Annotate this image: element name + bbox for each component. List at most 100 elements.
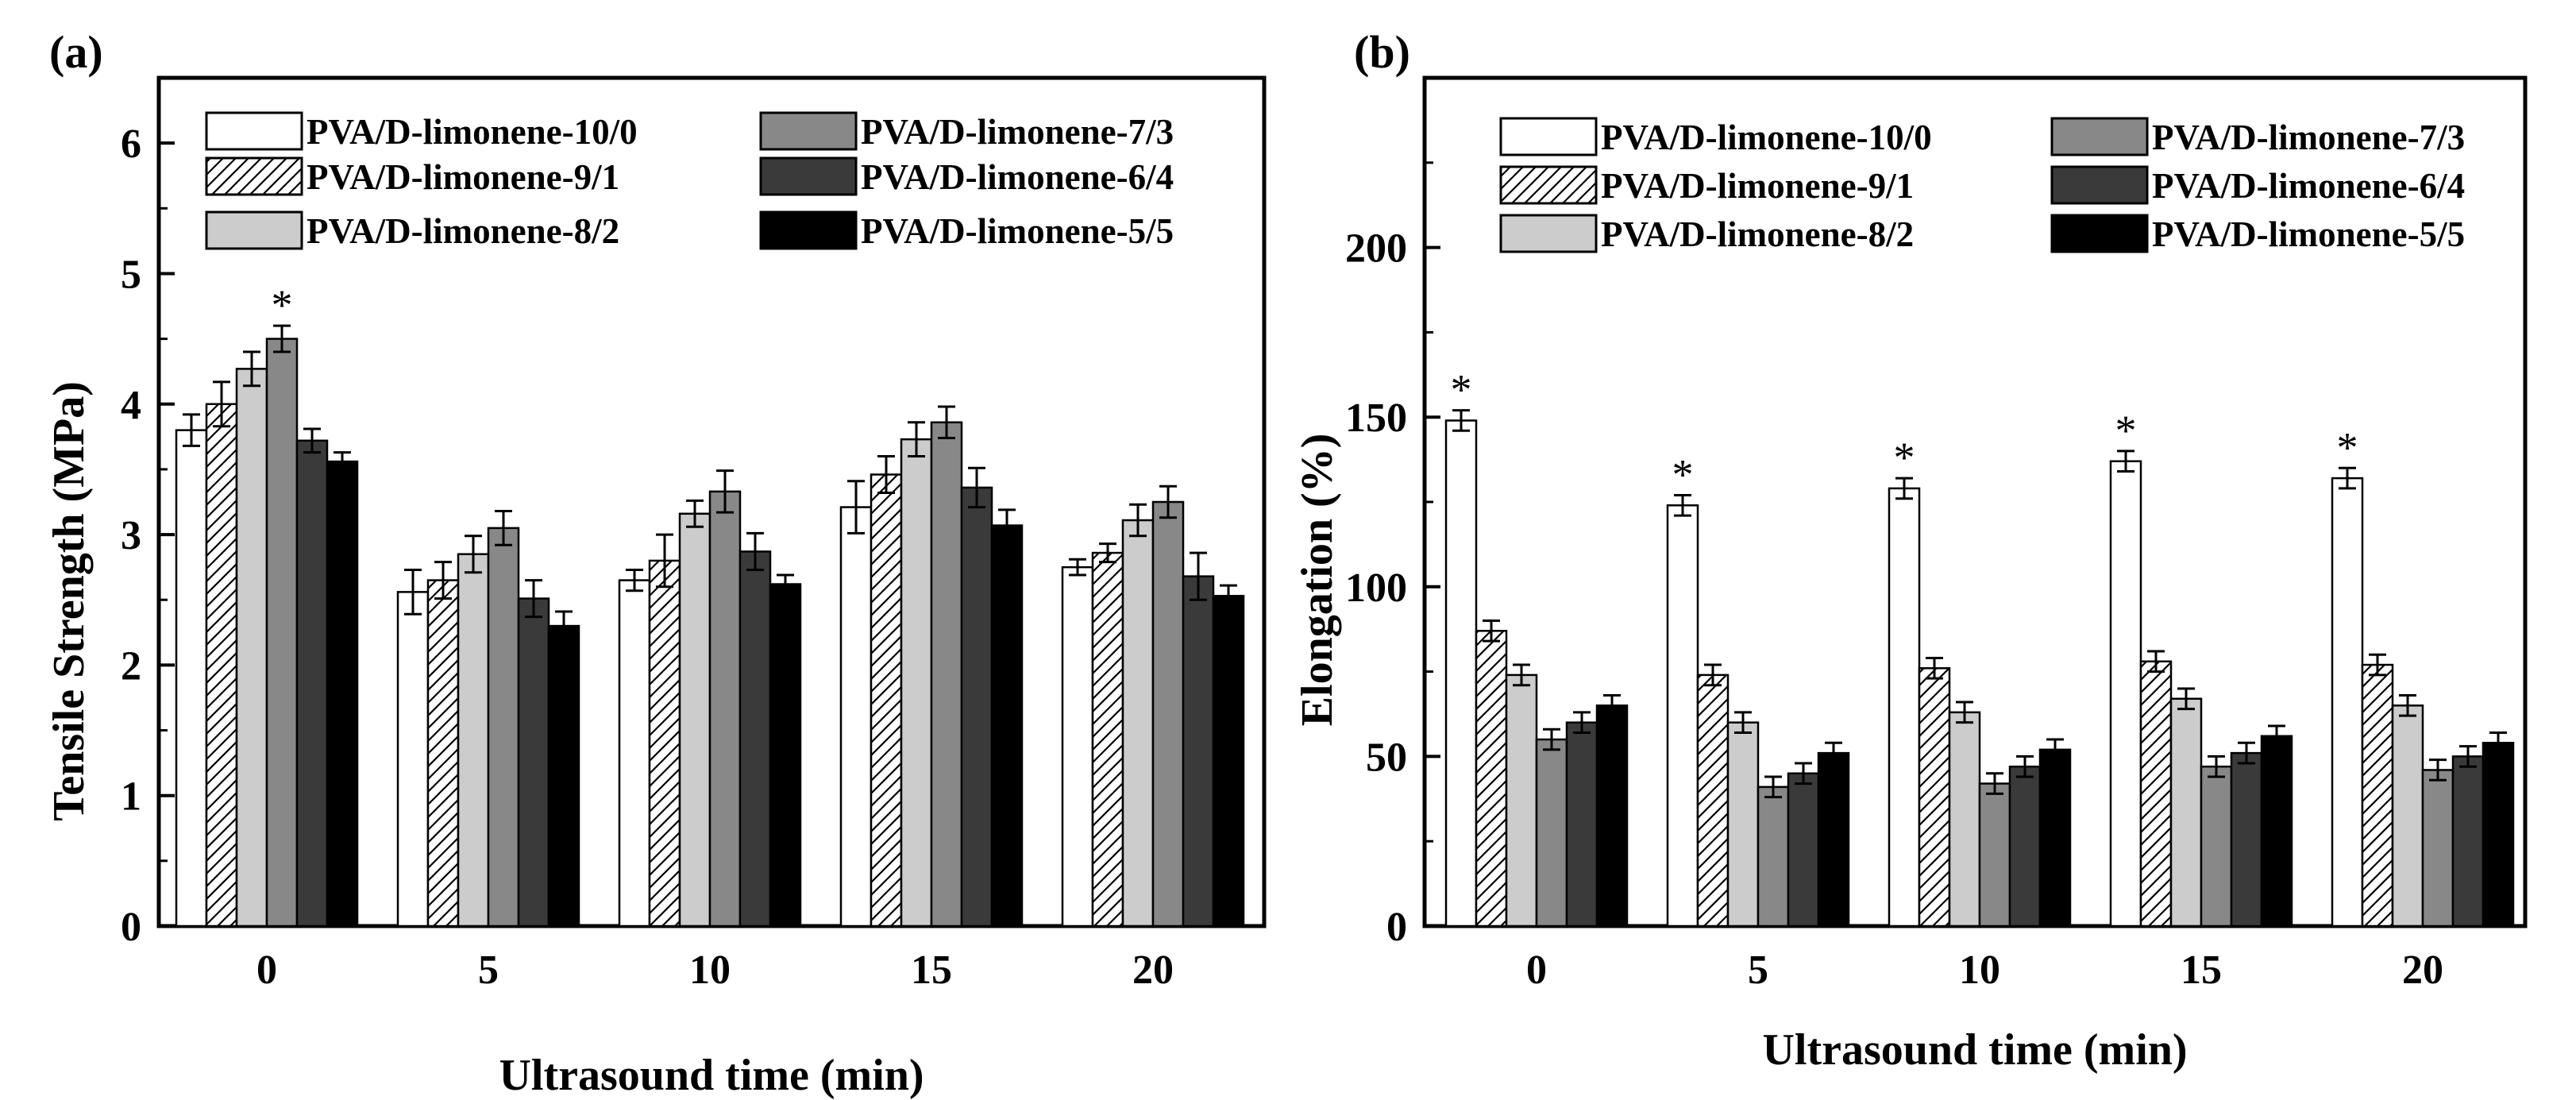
panel-a-error-bar [465, 535, 482, 574]
panel-b-error-bar [1825, 741, 1842, 765]
panel-a-y-tick-label: 2 [121, 643, 141, 689]
panel-b-error-bar [2117, 450, 2134, 473]
panel-a-bar [960, 486, 993, 928]
panel-b-error-bar [1704, 663, 1722, 687]
panel-a-bar [175, 429, 208, 928]
panel-a-bar [990, 524, 1024, 928]
panel-a-error-bar [1220, 584, 1237, 608]
panel-b-bar [2038, 748, 2072, 928]
panel-a-bar [1182, 575, 1215, 928]
panel-a-error-bar [626, 568, 643, 592]
panel-b-legend-swatch [2050, 165, 2149, 205]
panel-b-error-bar [2238, 741, 2255, 765]
panel-b-bar [2230, 751, 2263, 928]
panel-b-error-bar [2046, 738, 2064, 762]
panel-a-legend-swatch [205, 210, 303, 250]
panel-a-bar [295, 439, 329, 928]
panel-b-error-bar [1795, 762, 1812, 785]
panel-a-error-bar [847, 480, 865, 535]
panel-b-legend-swatch [2050, 117, 2149, 156]
panel-b-legend-swatch [1499, 214, 1598, 253]
panel-b-legend-swatch [1499, 165, 1598, 205]
panel-b-label: (b) [1354, 26, 1410, 78]
panel-b-legend-swatch [1499, 117, 1598, 156]
panel-b-error-bar [1734, 711, 1752, 734]
panel-b-error-bar [1674, 493, 1691, 517]
panel-a-y-tick-label: 6 [121, 122, 141, 167]
panel-b-legend-label: PVA/D-limonene-8/2 [1601, 214, 1914, 254]
panel-b-legend-label: PVA/D-limonene-7/3 [2152, 118, 2465, 157]
panel-b-bar [1565, 721, 1598, 928]
panel-b-error-bar [2016, 755, 2034, 778]
panel-a-bar [205, 403, 238, 928]
panel-b-bar [2451, 755, 2485, 928]
panel-b-error-bar [1986, 772, 2003, 795]
panel-a-error-bar [1190, 551, 1207, 601]
panel-a-y-tick-label: 0 [121, 905, 141, 950]
panel-a-bar [1212, 595, 1245, 928]
panel-b-error-bar [1926, 657, 1943, 680]
panel-b-bar [1918, 667, 1951, 928]
panel-a-error-bar [777, 573, 794, 595]
panel-b-significance-star: * [1672, 450, 1694, 498]
panel-a-legend-label: PVA/D-limonene-10/0 [307, 112, 638, 152]
panel-b-legend-label: PVA/D-limonene-6/4 [2152, 166, 2465, 206]
panel-b-error-bar [1543, 728, 1560, 751]
panel-b-error-bar [1483, 619, 1500, 643]
panel-b-error-bar [1573, 711, 1591, 734]
panel-b-error-bar [1895, 477, 1913, 500]
panel-b-error-bar [2489, 731, 2507, 755]
panel-a-bar [648, 559, 681, 928]
panel-b-bar [1817, 751, 1850, 928]
panel-a-error-bar [243, 350, 260, 388]
panel-a-error-bar [495, 510, 512, 546]
panel-b-legend-label: PVA/D-limonene-9/1 [1601, 166, 1914, 206]
panel-b-error-bar [2147, 650, 2165, 674]
panel-a-error-bar [183, 413, 200, 447]
panel-b-error-bar [2399, 694, 2416, 717]
panel-b-legend-swatch [2050, 214, 2149, 253]
panel-b-error-bar [1956, 701, 1973, 724]
panel-b-y-tick-label: 0 [1386, 905, 1407, 950]
panel-a-error-bar [1129, 503, 1147, 538]
panel-b-x-axis-title: Ultrasound time (min) [1762, 1025, 2187, 1075]
panel-a-error-bar [686, 499, 704, 528]
panel-a-bar [870, 473, 903, 928]
panel-a-error-bar [213, 380, 230, 428]
panel-b-error-bar [1603, 694, 1621, 717]
panel-b-bar [2361, 663, 2394, 928]
panel-b-error-bar [2177, 687, 2195, 711]
panel-b-bar [1475, 630, 1508, 928]
panel-a-bar [487, 527, 520, 928]
panel-a-error-bar [404, 568, 422, 616]
panel-a-bar [547, 624, 580, 928]
panel-a-y-tick-label: 1 [121, 774, 141, 820]
panel-a-error-bar [434, 561, 452, 600]
panel-a-error-bar [334, 451, 351, 473]
panel-b-bar [2200, 765, 2233, 928]
panel-b-y-tick-label: 100 [1345, 565, 1407, 611]
panel-b-bar [1948, 711, 1981, 928]
panel-a-error-bar [877, 454, 895, 494]
panel-a-error-bar [908, 421, 925, 457]
panel-b-significance-star: * [1894, 434, 1915, 481]
panel-a-bar [1151, 500, 1185, 928]
panel-a-label: (a) [49, 26, 103, 78]
panel-a-error-bar [555, 610, 573, 642]
panel-a-error-bar [656, 533, 673, 589]
panel-a-legend-swatch [759, 210, 858, 250]
panel-b-bar [2331, 477, 2364, 928]
panel-a-legend-label: PVA/D-limonene-9/1 [307, 157, 619, 197]
panel-a-error-bar [746, 531, 764, 571]
panel-a-error-bar [716, 469, 734, 514]
panel-a-y-tick-label: 3 [121, 513, 141, 558]
panel-b-error-bar [2369, 653, 2386, 677]
panel-b-bar [2482, 742, 2515, 928]
panel-a-bar [839, 506, 873, 928]
panel-a-bar [1121, 519, 1155, 928]
panel-b-y-tick-label: 50 [1366, 735, 1407, 780]
panel-b-bar [2421, 769, 2455, 928]
panel-a-bar [235, 368, 268, 928]
panel-a-legend-label: PVA/D-limonene-7/3 [861, 112, 1174, 152]
panel-a-bar [900, 438, 933, 928]
